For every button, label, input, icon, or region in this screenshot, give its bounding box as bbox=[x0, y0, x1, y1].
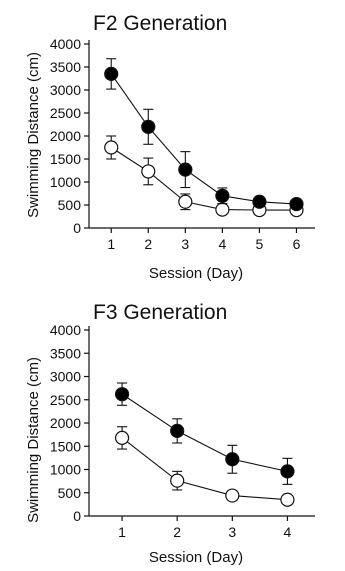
y-tick-label: 3500 bbox=[50, 59, 81, 75]
data-point-open bbox=[170, 473, 185, 488]
f2-generation-panel: F2 Generation Swimming Distance (cm) Ses… bbox=[25, 12, 315, 282]
data-point-open bbox=[141, 164, 156, 179]
x-tick-label: 3 bbox=[181, 236, 189, 252]
y-tick-label: 4000 bbox=[50, 36, 81, 52]
y-tick-label: 3000 bbox=[50, 82, 81, 98]
series-line-filled bbox=[110, 73, 297, 205]
f3-generation-panel: F3 Generation Swimming Distance (cm) Ses… bbox=[25, 301, 315, 566]
x-tick-label: 5 bbox=[256, 236, 264, 252]
y-tick-label: 1500 bbox=[50, 151, 81, 167]
data-point-filled bbox=[114, 387, 130, 402]
x-tick-label: 2 bbox=[173, 524, 181, 540]
y-tick-label: 1000 bbox=[50, 174, 81, 190]
data-point-filled bbox=[104, 66, 119, 82]
data-point-filled bbox=[178, 162, 193, 177]
y-axis-label: Swimming Distance (cm) bbox=[25, 52, 42, 218]
y-tick-label: 1500 bbox=[50, 438, 81, 454]
x-tick-label: 1 bbox=[118, 524, 126, 540]
data-point-filled bbox=[280, 464, 295, 479]
data-point-open bbox=[280, 492, 295, 507]
y-tick-label: 0 bbox=[73, 508, 81, 524]
series-line-open bbox=[110, 147, 297, 211]
x-tick-label: 2 bbox=[144, 236, 152, 252]
data-point-open bbox=[215, 202, 230, 217]
x-tick-label: 1 bbox=[107, 236, 115, 252]
chart-title: F3 Generation bbox=[93, 301, 227, 324]
data-point-open bbox=[104, 140, 119, 155]
data-point-filled bbox=[141, 119, 156, 134]
data-point-filled bbox=[225, 452, 240, 467]
chart-title: F2 Generation bbox=[93, 12, 227, 35]
data-point-filled bbox=[170, 423, 185, 439]
x-tick-label: 6 bbox=[293, 236, 301, 252]
x-axis-label: Session (Day) bbox=[149, 265, 243, 282]
data-point-filled bbox=[215, 188, 230, 203]
y-tick-label: 3000 bbox=[50, 369, 81, 385]
series-line-filled bbox=[121, 393, 288, 472]
data-point-filled bbox=[252, 194, 267, 209]
data-point-filled bbox=[289, 196, 304, 212]
y-tick-label: 4000 bbox=[50, 322, 81, 338]
y-tick-label: 500 bbox=[58, 197, 82, 213]
y-tick-label: 2000 bbox=[50, 128, 81, 144]
x-tick-label: 3 bbox=[228, 524, 236, 540]
x-tick-label: 4 bbox=[218, 236, 226, 252]
x-tick-label: 4 bbox=[284, 524, 292, 540]
y-tick-label: 3500 bbox=[50, 345, 81, 361]
data-point-open bbox=[178, 194, 193, 209]
x-axis-label: Session (Day) bbox=[149, 549, 243, 566]
y-tick-label: 2000 bbox=[50, 415, 81, 431]
y-axis-label: Swimming Distance (cm) bbox=[25, 357, 42, 523]
y-tick-label: 2500 bbox=[50, 392, 81, 408]
y-tick-label: 500 bbox=[58, 485, 82, 501]
data-point-open bbox=[114, 430, 130, 445]
y-tick-label: 0 bbox=[73, 220, 81, 236]
series-line-open bbox=[121, 437, 288, 501]
y-tick-label: 2500 bbox=[50, 105, 81, 121]
data-point-open bbox=[225, 488, 240, 503]
y-tick-label: 1000 bbox=[50, 462, 81, 478]
